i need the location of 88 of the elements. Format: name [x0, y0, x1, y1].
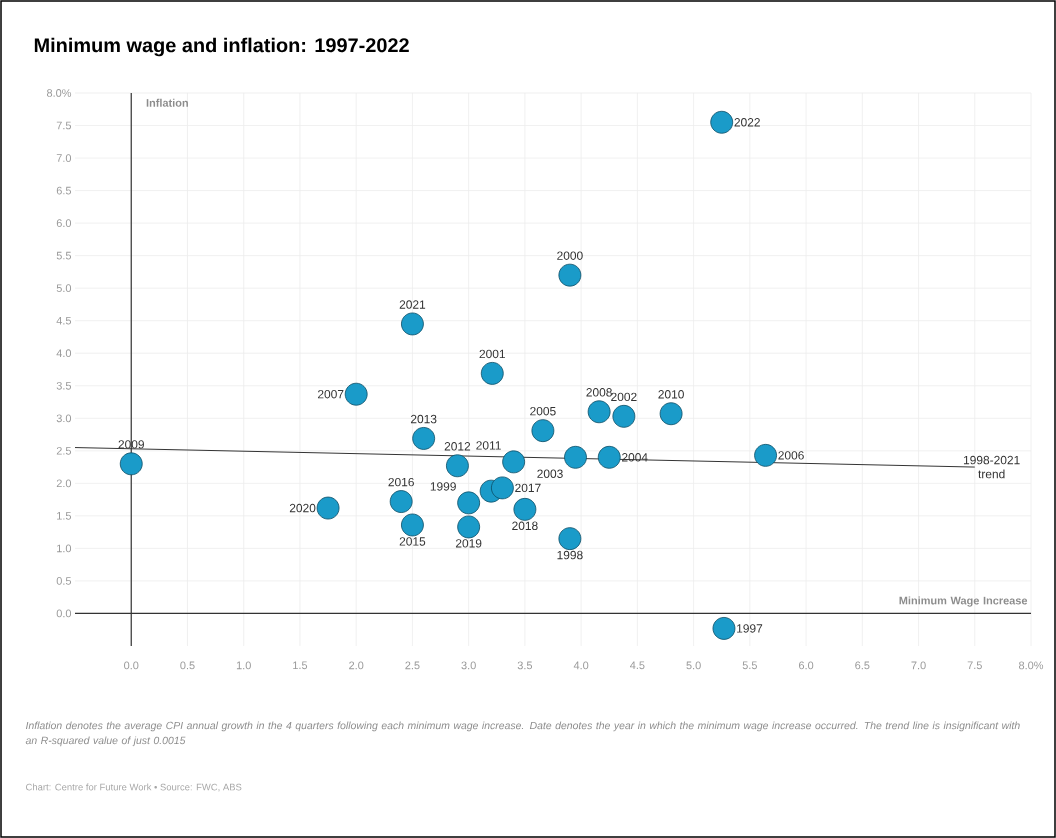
y-tick-label: 2.0: [56, 479, 72, 488]
x-tick-label: 5.0: [686, 661, 701, 670]
x-tick-label: 4.0: [573, 661, 589, 670]
point: [659, 402, 683, 426]
point: [344, 382, 368, 406]
x-tick-label: 6.5: [855, 661, 870, 670]
y-tick-label: 5.0: [56, 284, 72, 293]
point: [597, 445, 621, 469]
point: [491, 476, 514, 500]
y-tick-label: 6.0: [56, 219, 72, 227]
y-tick-label: 0.0: [56, 609, 72, 618]
annotation: 2007: [317, 389, 344, 399]
annotation: 2013: [410, 414, 437, 424]
x-tick-label: 7.0: [911, 661, 926, 670]
x-tick-label: 6.0: [799, 661, 814, 670]
x-axis-title: Minimum Wage Increase: [899, 596, 1028, 607]
text: Inflation denotes the average CPI annual growth in the 4 quarters following each minimum wage increase. Date denotes the year in which the minimum wage increase occurred. The trend line is insignificant with an R-squared value of just 0.0015: [25, 721, 1020, 747]
x-tick-label: 5.5: [742, 661, 757, 670]
annotation: 2016: [388, 477, 414, 487]
annotation: 2000: [557, 251, 583, 260]
point: [119, 452, 143, 476]
point: [513, 497, 537, 521]
y-tick-label: 7.5: [56, 121, 72, 130]
point: [558, 263, 582, 287]
y-tick-label: 6.5: [56, 186, 72, 195]
point: [446, 454, 469, 478]
annotation: 2010: [658, 390, 684, 399]
point: [457, 491, 481, 515]
annotation: 2008: [586, 388, 612, 397]
annotation: 2003: [537, 469, 563, 478]
x-tick-label: 1.0: [236, 661, 251, 670]
annotation: 1999: [430, 482, 456, 491]
y-tick-label: 8.0%: [46, 89, 72, 97]
annotation: 2006: [778, 451, 804, 460]
y-tick-label: 1.0: [57, 544, 72, 553]
x-tick-label: 8.0%: [1018, 661, 1044, 670]
annotation: 1998: [557, 550, 583, 560]
annotation: 2017: [515, 483, 541, 493]
point: [712, 617, 736, 640]
x-tick-label: 0.0: [124, 661, 139, 670]
point: [457, 515, 481, 539]
y-tick-label: 0.5: [56, 577, 72, 585]
text: Chart: Centre for Future Work • Source: FWC, ABS: [26, 783, 242, 792]
point: [401, 513, 424, 537]
point: [558, 527, 582, 551]
point: [412, 427, 436, 450]
annotation: 2015: [399, 537, 426, 546]
chart-title: Minimum wage and inflation: 1997-2022: [34, 37, 409, 57]
x-tick-label: 4.5: [630, 661, 645, 670]
annotation: 2022: [734, 118, 760, 127]
x-tick-label: 2.5: [405, 661, 420, 670]
point: [316, 496, 340, 520]
y-tick-label: 1.5: [57, 512, 72, 520]
annotation: 2011: [476, 441, 501, 450]
point: [389, 490, 413, 513]
series-label: 1998-2021 trend: [963, 455, 1020, 479]
point: [612, 404, 636, 428]
annotation: 2005: [530, 406, 556, 416]
y-tick-label: 3.5: [56, 381, 72, 390]
point: [531, 419, 555, 443]
x-tick-label: 2.0: [349, 661, 364, 670]
annotation: 2021: [399, 300, 426, 309]
y-tick-label: 3.0: [56, 414, 72, 423]
x-tick-label: 3.0: [461, 661, 476, 670]
y-tick-label: 4.0: [56, 349, 72, 358]
annotation: 2018: [512, 521, 538, 531]
annotation: 2001: [479, 349, 505, 359]
y-tick-label: 5.5: [56, 251, 72, 260]
y-axis-title: Inflation: [146, 98, 188, 107]
x-tick-label: 3.5: [517, 661, 533, 670]
x-tick-label: 7.5: [967, 661, 982, 670]
annotation: 2002: [611, 392, 637, 402]
annotation: 2012: [444, 442, 471, 451]
annotation: 1997: [737, 624, 763, 633]
x-tick-label: 1.5: [293, 661, 308, 670]
point: [564, 445, 587, 469]
point: [710, 110, 734, 134]
y-tick-label: 7.0: [56, 154, 72, 162]
point: [754, 443, 777, 467]
annotation: 2020: [289, 503, 316, 513]
point: [587, 400, 611, 424]
y-tick-label: 2.5: [56, 446, 72, 455]
y-tick-label: 4.5: [56, 316, 72, 325]
point: [401, 312, 424, 336]
annotation: 2019: [455, 539, 482, 548]
point: [480, 361, 504, 385]
x-tick-label: 0.5: [180, 661, 195, 670]
point: [502, 450, 526, 474]
